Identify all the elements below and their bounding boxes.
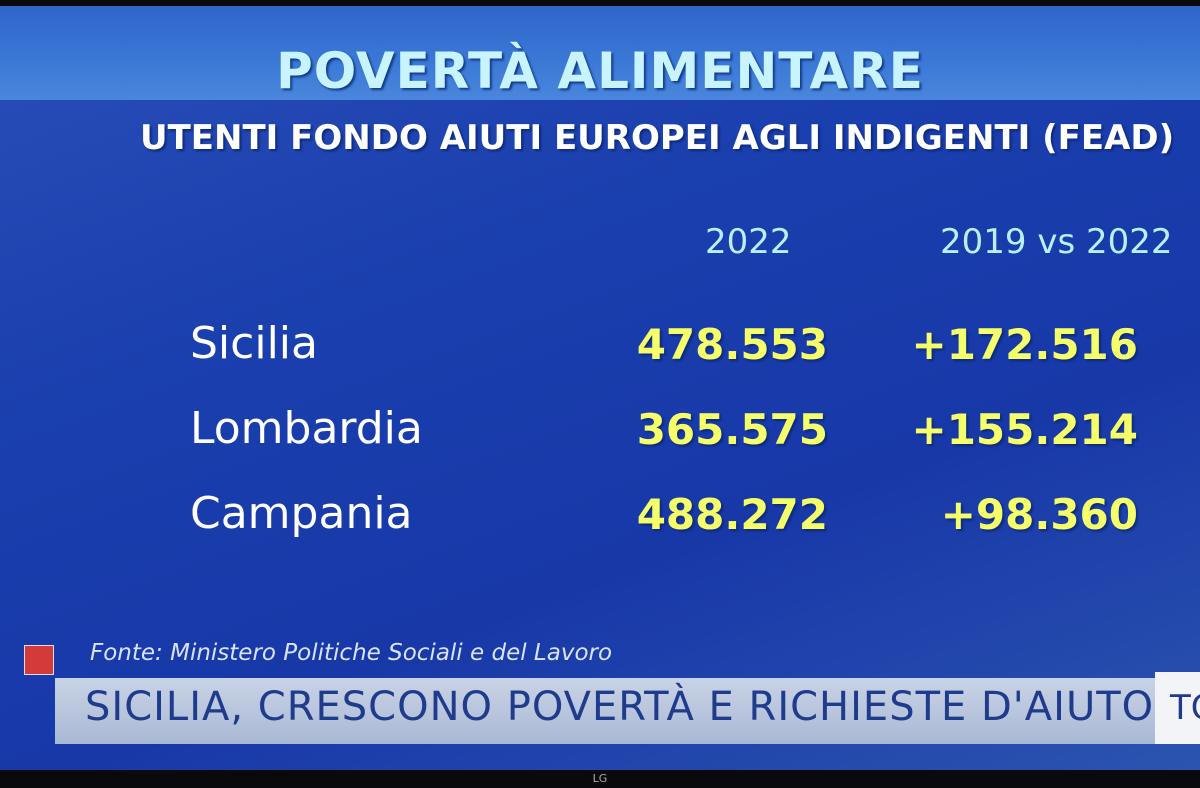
column-header: 2019 vs 2022: [940, 222, 1173, 262]
title: POVERTÀ ALIMENTARE: [276, 42, 924, 100]
tv-bezel: [0, 0, 1200, 6]
cell-value: 365.575: [636, 405, 828, 454]
headline: SICILIA, CRESCONO POVERTÀ E RICHIESTE D'…: [85, 684, 1155, 730]
column-header: 2022: [705, 222, 792, 262]
tv-bezel: [0, 770, 1200, 788]
cell-value: +98.360: [940, 490, 1138, 539]
cell-value: +172.516: [911, 320, 1139, 369]
cell-value: 488.272: [636, 490, 828, 539]
row-label: Sicilia: [190, 318, 318, 369]
source: Fonte: Ministero Politiche Sociali e del…: [90, 640, 613, 666]
cell-value: +155.214: [911, 405, 1139, 454]
cell-value: 478.553: [636, 320, 828, 369]
ticker-bar: [55, 678, 1155, 744]
marker: [24, 645, 54, 675]
subtitle: UTENTI FONDO AIUTI EUROPEI AGLI INDIGENT…: [140, 118, 1175, 158]
title-band: [0, 0, 1200, 100]
tv-brand: LG: [592, 772, 608, 785]
channel-logo: TO: [1170, 688, 1200, 728]
row-label: Lombardia: [190, 403, 423, 454]
row-label: Campania: [190, 488, 413, 539]
logo-box: [1155, 672, 1200, 744]
